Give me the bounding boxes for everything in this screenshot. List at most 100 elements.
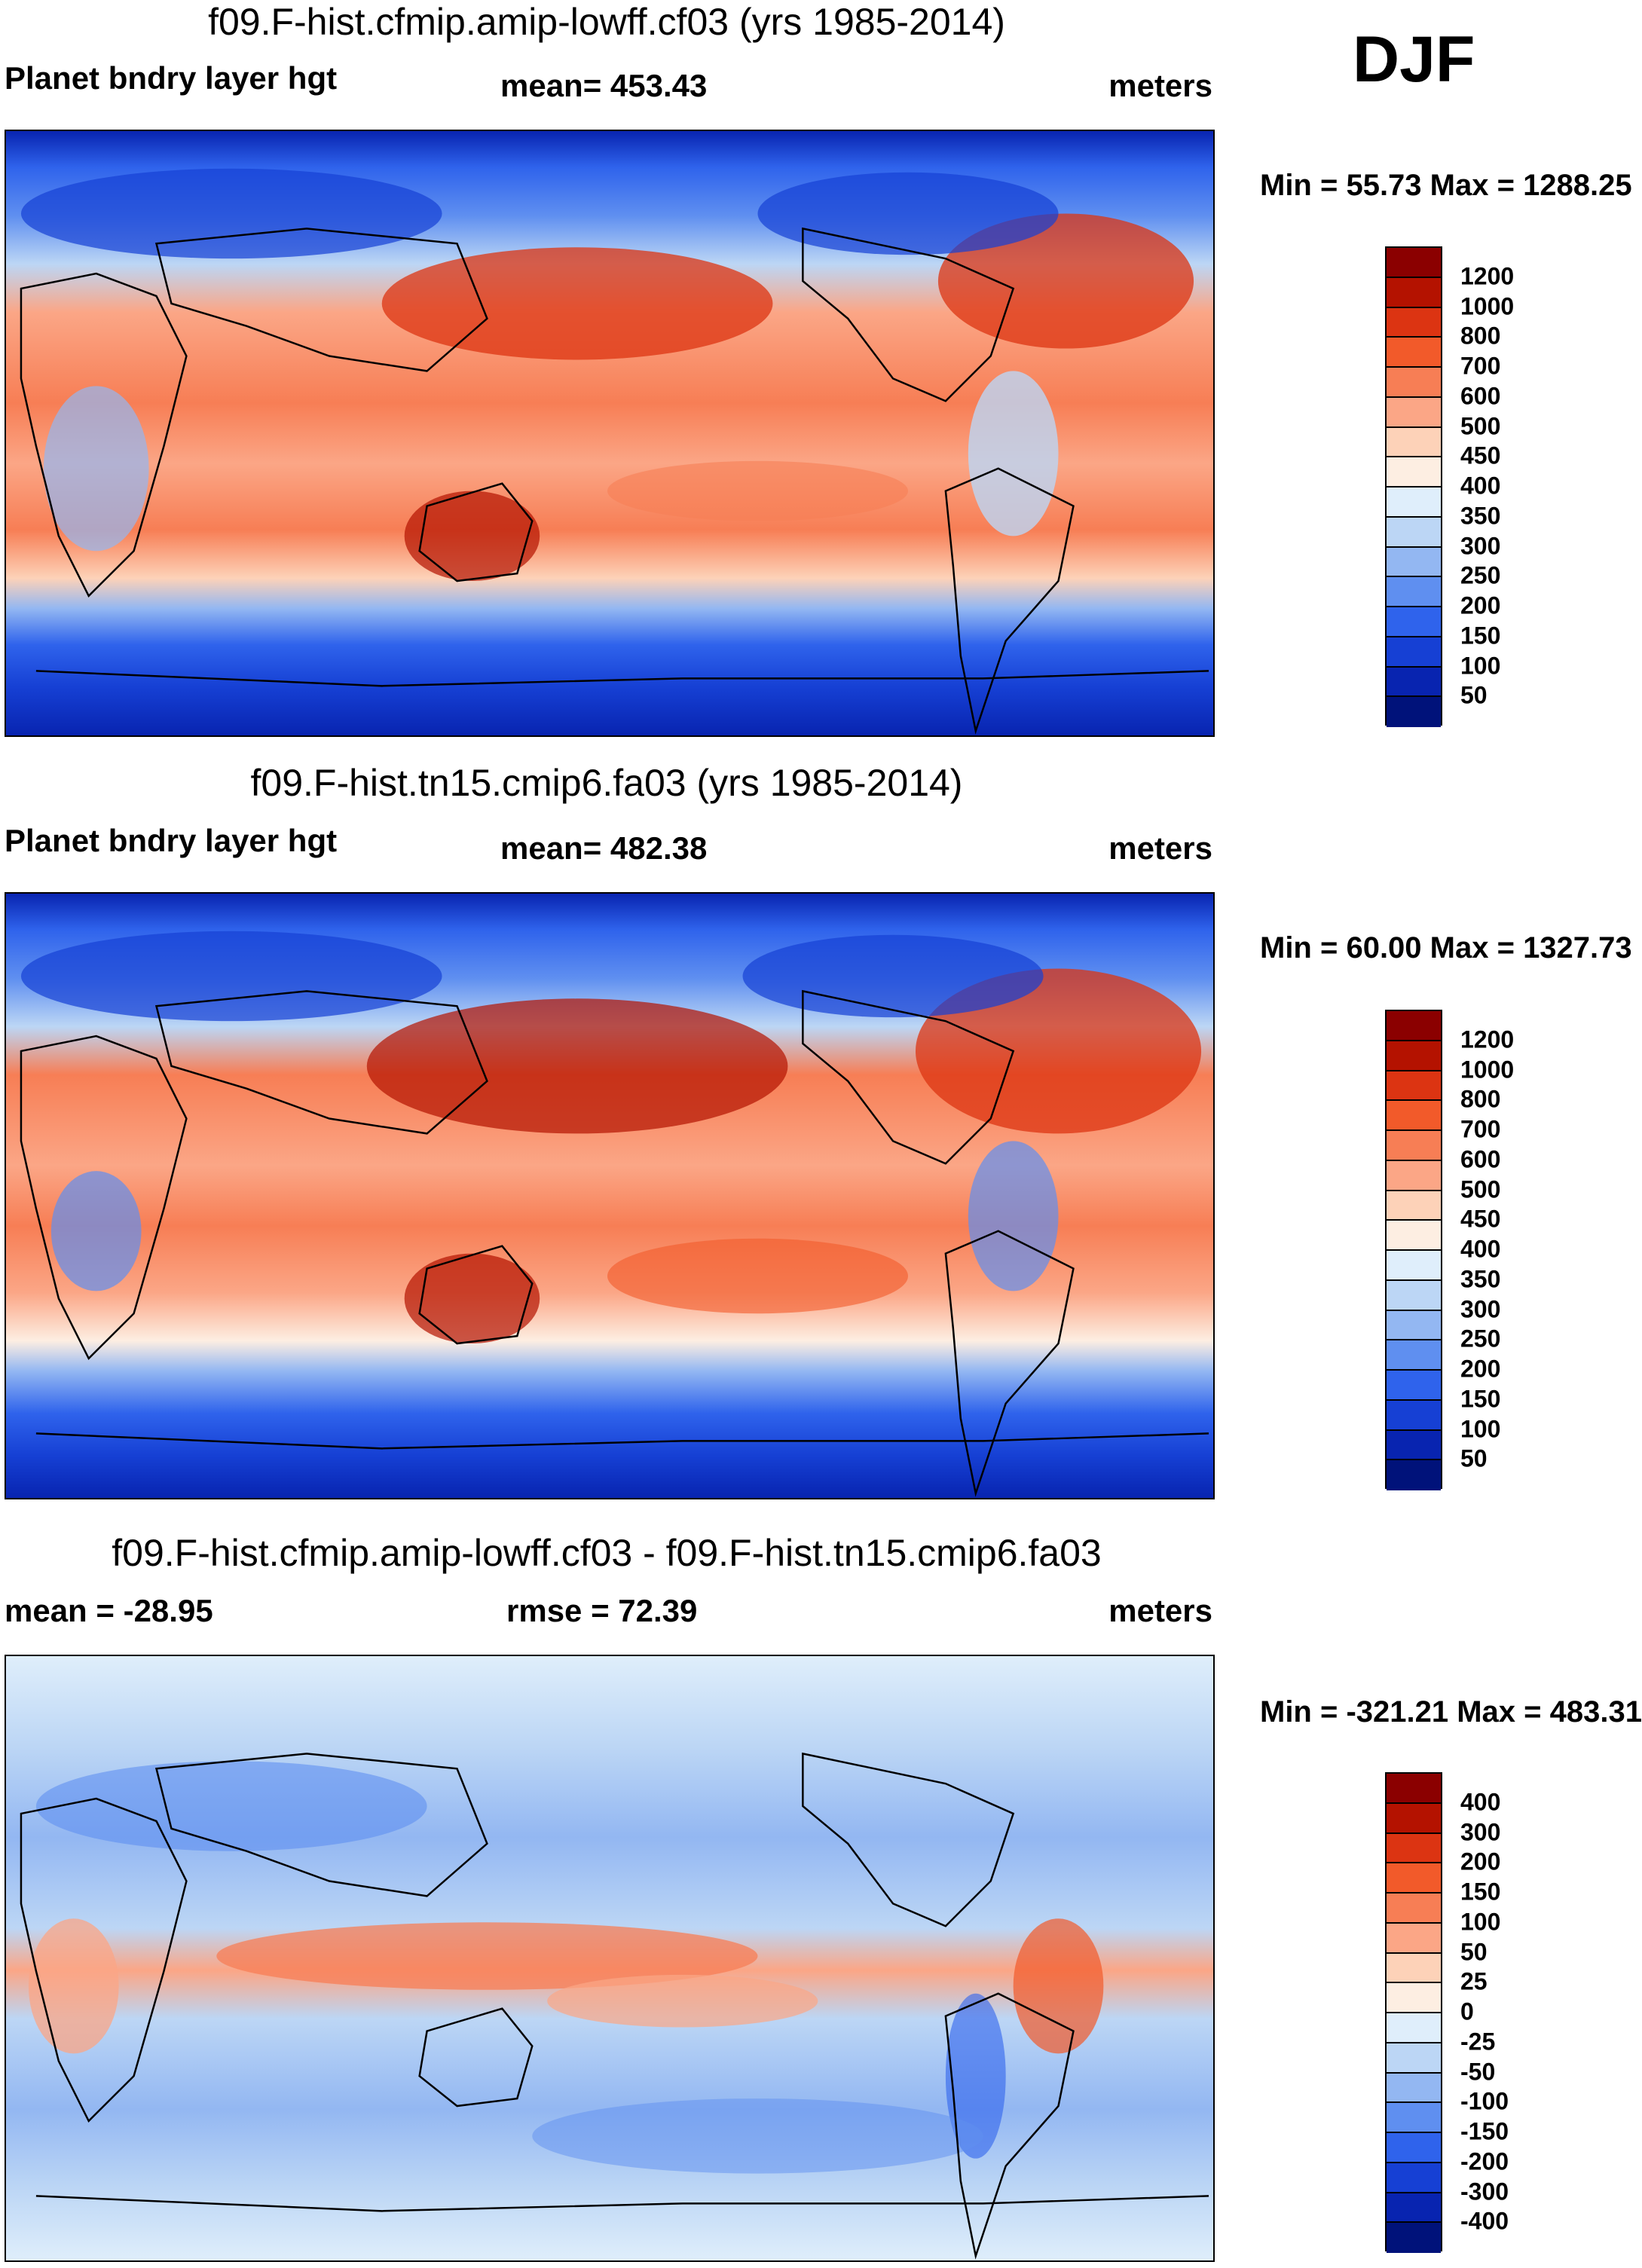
colorbar-tick-label: -400 bbox=[1460, 2207, 1509, 2235]
colorbar-swatch bbox=[1387, 517, 1441, 548]
colorbar-tick-label: 400 bbox=[1460, 1235, 1501, 1263]
colorbar-swatch bbox=[1387, 1863, 1441, 1894]
colorbar-tick-label: 1200 bbox=[1460, 262, 1515, 290]
colorbar-tick-label: 1000 bbox=[1460, 292, 1515, 319]
colorbar-swatch bbox=[1387, 277, 1441, 308]
colorbar-swatch bbox=[1387, 427, 1441, 458]
panel3-map-svg bbox=[6, 1656, 1213, 2260]
colorbar-tick-label: -150 bbox=[1460, 2117, 1509, 2145]
panel2-colorbar bbox=[1385, 1010, 1442, 1490]
colorbar-swatch bbox=[1387, 667, 1441, 698]
colorbar-swatch bbox=[1387, 2073, 1441, 2104]
colorbar-tick-label: 450 bbox=[1460, 1205, 1501, 1233]
colorbar-swatch bbox=[1387, 397, 1441, 428]
panel1-title: f09.F-hist.cfmip.amip-lowff.cf03 (yrs 19… bbox=[208, 1, 1005, 43]
colorbar-tick-label: 300 bbox=[1460, 1295, 1501, 1322]
colorbar-swatch bbox=[1387, 2043, 1441, 2074]
panel1-variable: Planet bndry layer hgt bbox=[5, 60, 338, 96]
colorbar-swatch bbox=[1387, 1833, 1441, 1864]
colorbar-tick-label: 100 bbox=[1460, 1908, 1501, 1936]
colorbar-swatch bbox=[1387, 338, 1441, 368]
colorbar-swatch bbox=[1387, 488, 1441, 518]
colorbar-tick-label: 600 bbox=[1460, 382, 1501, 410]
colorbar-swatch bbox=[1387, 697, 1441, 727]
colorbar-swatch bbox=[1387, 1041, 1441, 1071]
colorbar-tick-label: 50 bbox=[1460, 1444, 1488, 1472]
colorbar-tick-label: 250 bbox=[1460, 1325, 1501, 1353]
colorbar-tick-label: 800 bbox=[1460, 1085, 1501, 1113]
colorbar-swatch bbox=[1387, 457, 1441, 488]
colorbar-swatch bbox=[1387, 577, 1441, 607]
colorbar-tick-label: 100 bbox=[1460, 1415, 1501, 1442]
colorbar-swatch bbox=[1387, 1371, 1441, 1401]
panel2-units: meters bbox=[1108, 830, 1212, 866]
colorbar-tick-label: 50 bbox=[1460, 681, 1488, 709]
colorbar-tick-label: 300 bbox=[1460, 1818, 1501, 1845]
colorbar-swatch bbox=[1387, 1774, 1441, 1804]
season-label: DJF bbox=[1353, 23, 1475, 96]
colorbar-swatch bbox=[1387, 368, 1441, 398]
panel3-minmax: Min = -321.21 Max = 483.31 bbox=[1260, 1695, 1642, 1729]
colorbar-swatch bbox=[1387, 1340, 1441, 1371]
colorbar-swatch bbox=[1387, 2133, 1441, 2163]
panel3-mean: mean = -28.95 bbox=[5, 1593, 213, 1628]
colorbar-tick-label: 350 bbox=[1460, 502, 1501, 530]
colorbar-tick-label: 500 bbox=[1460, 412, 1501, 439]
colorbar-swatch bbox=[1387, 1191, 1441, 1221]
panel1-colorbar bbox=[1385, 246, 1442, 727]
panel3-title: f09.F-hist.cfmip.amip-lowff.cf03 - f09.F… bbox=[112, 1532, 1102, 1574]
colorbar-tick-label: 200 bbox=[1460, 591, 1501, 619]
colorbar-swatch bbox=[1387, 2193, 1441, 2224]
colorbar-swatch bbox=[1387, 1280, 1441, 1311]
panel3-units: meters bbox=[1108, 1593, 1212, 1628]
colorbar-tick-label: 400 bbox=[1460, 472, 1501, 500]
colorbar-tick-label: 700 bbox=[1460, 352, 1501, 380]
colorbar-swatch bbox=[1387, 248, 1441, 278]
colorbar-tick-label: 100 bbox=[1460, 652, 1501, 679]
panel1-map bbox=[5, 130, 1215, 737]
colorbar-tick-label: 450 bbox=[1460, 442, 1501, 469]
colorbar-tick-label: -25 bbox=[1460, 2028, 1496, 2056]
colorbar-tick-label: 0 bbox=[1460, 1997, 1474, 2025]
colorbar-swatch bbox=[1387, 1310, 1441, 1341]
colorbar-tick-label: 1000 bbox=[1460, 1056, 1515, 1083]
colorbar-tick-label: 1200 bbox=[1460, 1025, 1515, 1053]
colorbar-swatch bbox=[1387, 1953, 1441, 1984]
panel2-minmax: Min = 60.00 Max = 1327.73 bbox=[1260, 931, 1632, 964]
panel2-title: f09.F-hist.tn15.cmip6.fa03 (yrs 1985-201… bbox=[250, 762, 963, 804]
colorbar-tick-label: 500 bbox=[1460, 1175, 1501, 1203]
colorbar-swatch bbox=[1387, 1894, 1441, 1924]
colorbar-swatch bbox=[1387, 1430, 1441, 1461]
panel3-colorbar bbox=[1385, 1772, 1442, 2253]
colorbar-tick-label: 350 bbox=[1460, 1265, 1501, 1293]
colorbar-swatch bbox=[1387, 1011, 1441, 1041]
colorbar-swatch bbox=[1387, 547, 1441, 578]
colorbar-swatch bbox=[1387, 1101, 1441, 1131]
colorbar-swatch bbox=[1387, 1923, 1441, 1954]
panel2-mean: mean= 482.38 bbox=[500, 830, 708, 866]
colorbar-swatch bbox=[1387, 1131, 1441, 1161]
colorbar-tick-label: 200 bbox=[1460, 1848, 1501, 1875]
panel2-map-svg bbox=[6, 894, 1213, 1498]
colorbar-tick-label: -300 bbox=[1460, 2178, 1509, 2205]
panel2-map bbox=[5, 892, 1215, 1499]
panel2-variable: Planet bndry layer hgt bbox=[5, 823, 338, 858]
panel3-rmse: rmse = 72.39 bbox=[506, 1593, 698, 1628]
colorbar-tick-label: 50 bbox=[1460, 1938, 1488, 1965]
colorbar-swatch bbox=[1387, 637, 1441, 668]
panel1-minmax: Min = 55.73 Max = 1288.25 bbox=[1260, 169, 1632, 202]
colorbar-tick-label: -200 bbox=[1460, 2147, 1509, 2175]
colorbar-swatch bbox=[1387, 1803, 1441, 1834]
panel1-map-svg bbox=[6, 131, 1213, 735]
colorbar-tick-label: 25 bbox=[1460, 1967, 1488, 1995]
colorbar-swatch bbox=[1387, 2223, 1441, 2253]
colorbar-tick-label: 200 bbox=[1460, 1355, 1501, 1383]
colorbar-swatch bbox=[1387, 1251, 1441, 1281]
colorbar-tick-label: 800 bbox=[1460, 322, 1501, 350]
colorbar-swatch bbox=[1387, 2103, 1441, 2133]
colorbar-tick-label: 250 bbox=[1460, 561, 1501, 589]
colorbar-swatch bbox=[1387, 1071, 1441, 1102]
colorbar-tick-label: 150 bbox=[1460, 622, 1501, 650]
colorbar-tick-label: 400 bbox=[1460, 1788, 1501, 1816]
colorbar-tick-label: 300 bbox=[1460, 532, 1501, 559]
